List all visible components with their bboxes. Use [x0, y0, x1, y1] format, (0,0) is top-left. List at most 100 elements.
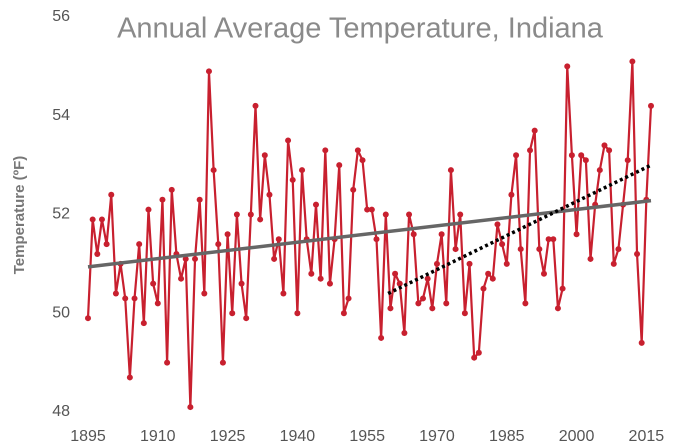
data-point	[447, 167, 454, 174]
data-point	[182, 255, 189, 262]
data-point	[587, 255, 594, 262]
data-point	[624, 157, 631, 164]
data-point	[196, 196, 203, 203]
data-point	[215, 241, 222, 248]
data-point	[582, 157, 589, 164]
data-point	[471, 354, 478, 361]
data-point	[522, 300, 529, 307]
data-point	[564, 63, 571, 70]
y-tick-label: 56	[52, 8, 70, 25]
data-point	[108, 191, 115, 198]
y-tick-label: 52	[52, 206, 70, 223]
data-point	[485, 270, 492, 277]
data-point	[433, 260, 440, 267]
data-point	[420, 295, 427, 302]
data-point	[461, 310, 468, 317]
data-point	[159, 196, 166, 203]
x-tick-label: 1910	[140, 428, 176, 445]
data-point	[373, 236, 380, 243]
data-point	[219, 359, 226, 366]
x-tick-label: 2000	[559, 428, 595, 445]
data-point	[629, 58, 636, 65]
data-point	[364, 206, 371, 213]
data-point	[540, 270, 547, 277]
data-point	[271, 255, 278, 262]
data-point	[210, 167, 217, 174]
y-tick-label: 54	[52, 107, 70, 124]
data-point	[289, 176, 296, 183]
data-point	[233, 211, 240, 218]
data-point	[312, 201, 319, 208]
data-point	[536, 246, 543, 253]
data-point	[350, 186, 357, 193]
data-point	[224, 231, 231, 238]
data-point	[229, 310, 236, 317]
data-point	[368, 206, 375, 213]
data-point	[480, 285, 487, 292]
data-point	[382, 211, 389, 218]
data-point	[280, 290, 287, 297]
data-point	[499, 241, 506, 248]
data-point	[192, 255, 199, 262]
x-tick-label: 1985	[489, 428, 525, 445]
data-point	[392, 270, 399, 277]
data-point	[98, 216, 105, 223]
data-point	[150, 280, 157, 287]
data-point	[452, 246, 459, 253]
x-tick-label: 1970	[419, 428, 455, 445]
data-point	[527, 147, 534, 154]
data-point	[317, 275, 324, 282]
data-point	[489, 275, 496, 282]
data-point	[178, 275, 185, 282]
data-point	[494, 221, 501, 228]
data-point	[559, 285, 566, 292]
data-point	[378, 334, 385, 341]
data-point	[610, 260, 617, 267]
data-point	[322, 147, 329, 154]
x-tick-label: 1895	[70, 428, 106, 445]
data-point	[508, 191, 515, 198]
data-point	[554, 305, 561, 312]
data-point	[275, 236, 282, 243]
data-point	[261, 152, 268, 159]
x-tick-label: 2015	[629, 428, 665, 445]
data-point	[396, 280, 403, 287]
data-point	[601, 142, 608, 149]
data-point	[517, 246, 524, 253]
data-point	[252, 102, 259, 109]
data-point	[415, 300, 422, 307]
data-point	[201, 290, 208, 297]
data-point	[513, 152, 520, 159]
data-point	[531, 127, 538, 134]
data-point	[285, 137, 292, 144]
data-point	[634, 251, 641, 257]
data-point	[443, 300, 450, 307]
x-tick-label: 1925	[210, 428, 246, 445]
data-point	[550, 236, 557, 243]
data-point	[340, 310, 347, 317]
data-point	[294, 310, 301, 317]
data-point	[85, 315, 91, 322]
data-point	[410, 231, 417, 238]
data-point	[299, 167, 306, 174]
y-tick-label: 50	[52, 304, 70, 321]
data-point	[154, 300, 161, 307]
data-point	[596, 167, 603, 174]
data-point	[164, 359, 171, 366]
data-point	[545, 236, 552, 243]
data-point	[438, 231, 445, 238]
data-point	[387, 305, 394, 312]
y-tick-label: 48	[52, 403, 70, 420]
trend-line	[387, 163, 652, 296]
data-point	[168, 186, 175, 193]
chart-title: Annual Average Temperature, Indiana	[117, 13, 604, 45]
data-point	[136, 241, 143, 248]
data-point	[131, 295, 138, 302]
data-point	[568, 152, 575, 159]
data-point	[466, 260, 473, 267]
data-point	[638, 339, 645, 346]
data-point	[359, 157, 366, 164]
data-point	[503, 260, 510, 267]
